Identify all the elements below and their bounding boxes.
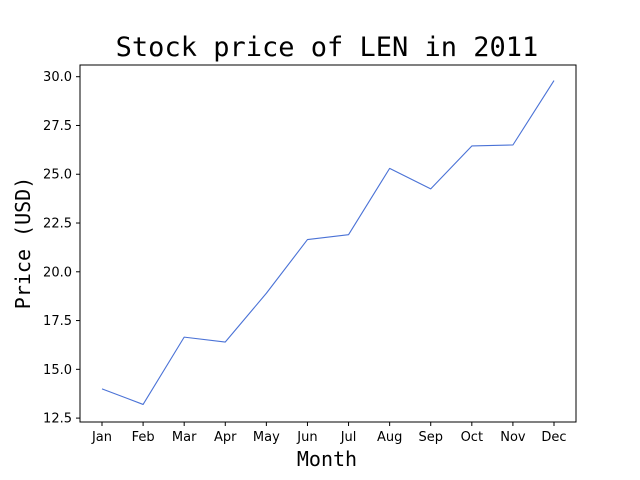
x-tick-label: Mar	[172, 430, 197, 445]
y-axis-label: Price (USD)	[11, 177, 35, 309]
x-tick-label: Feb	[132, 430, 155, 445]
x-tick-label: Jun	[296, 430, 317, 445]
x-tick-label: Apr	[214, 430, 237, 445]
y-tick-label: 15.0	[43, 363, 72, 378]
y-tick-label: 12.5	[43, 412, 72, 427]
x-tick-label: Nov	[500, 430, 526, 445]
y-tick-label: 27.5	[43, 119, 72, 134]
y-tick-label: 25.0	[43, 168, 72, 183]
y-tick-label: 17.5	[43, 314, 72, 329]
x-tick-label: Jan	[91, 430, 112, 445]
series-group	[101, 80, 555, 405]
x-tick-label: Dec	[541, 430, 566, 445]
series-line	[101, 80, 555, 405]
x-tick-label: May	[253, 430, 280, 445]
x-tick-label: Aug	[377, 430, 402, 445]
x-tick-label: Jul	[340, 430, 357, 445]
chart-title: Stock price of LEN in 2011	[116, 32, 539, 63]
x-tick-label: Sep	[418, 430, 443, 445]
y-axis-ticks: 12.5 15.0 17.5 20.0 22.5 25.0 27.5 30.0	[43, 70, 80, 427]
plot-frame	[79, 64, 577, 423]
x-axis-ticks: Jan Feb Mar Apr May Jun Jul Aug Sep Oct Nov Dec	[91, 422, 567, 445]
y-tick-label: 30.0	[43, 70, 72, 85]
y-tick-label: 20.0	[43, 265, 72, 280]
x-tick-label: Oct	[461, 430, 483, 445]
x-axis-label: Month	[297, 447, 357, 471]
plot-area: 12.5 15.0 17.5 20.0 22.5 25.0 27.5 30.0 Jan Feb M…	[43, 64, 577, 445]
y-tick-label: 22.5	[43, 217, 72, 232]
